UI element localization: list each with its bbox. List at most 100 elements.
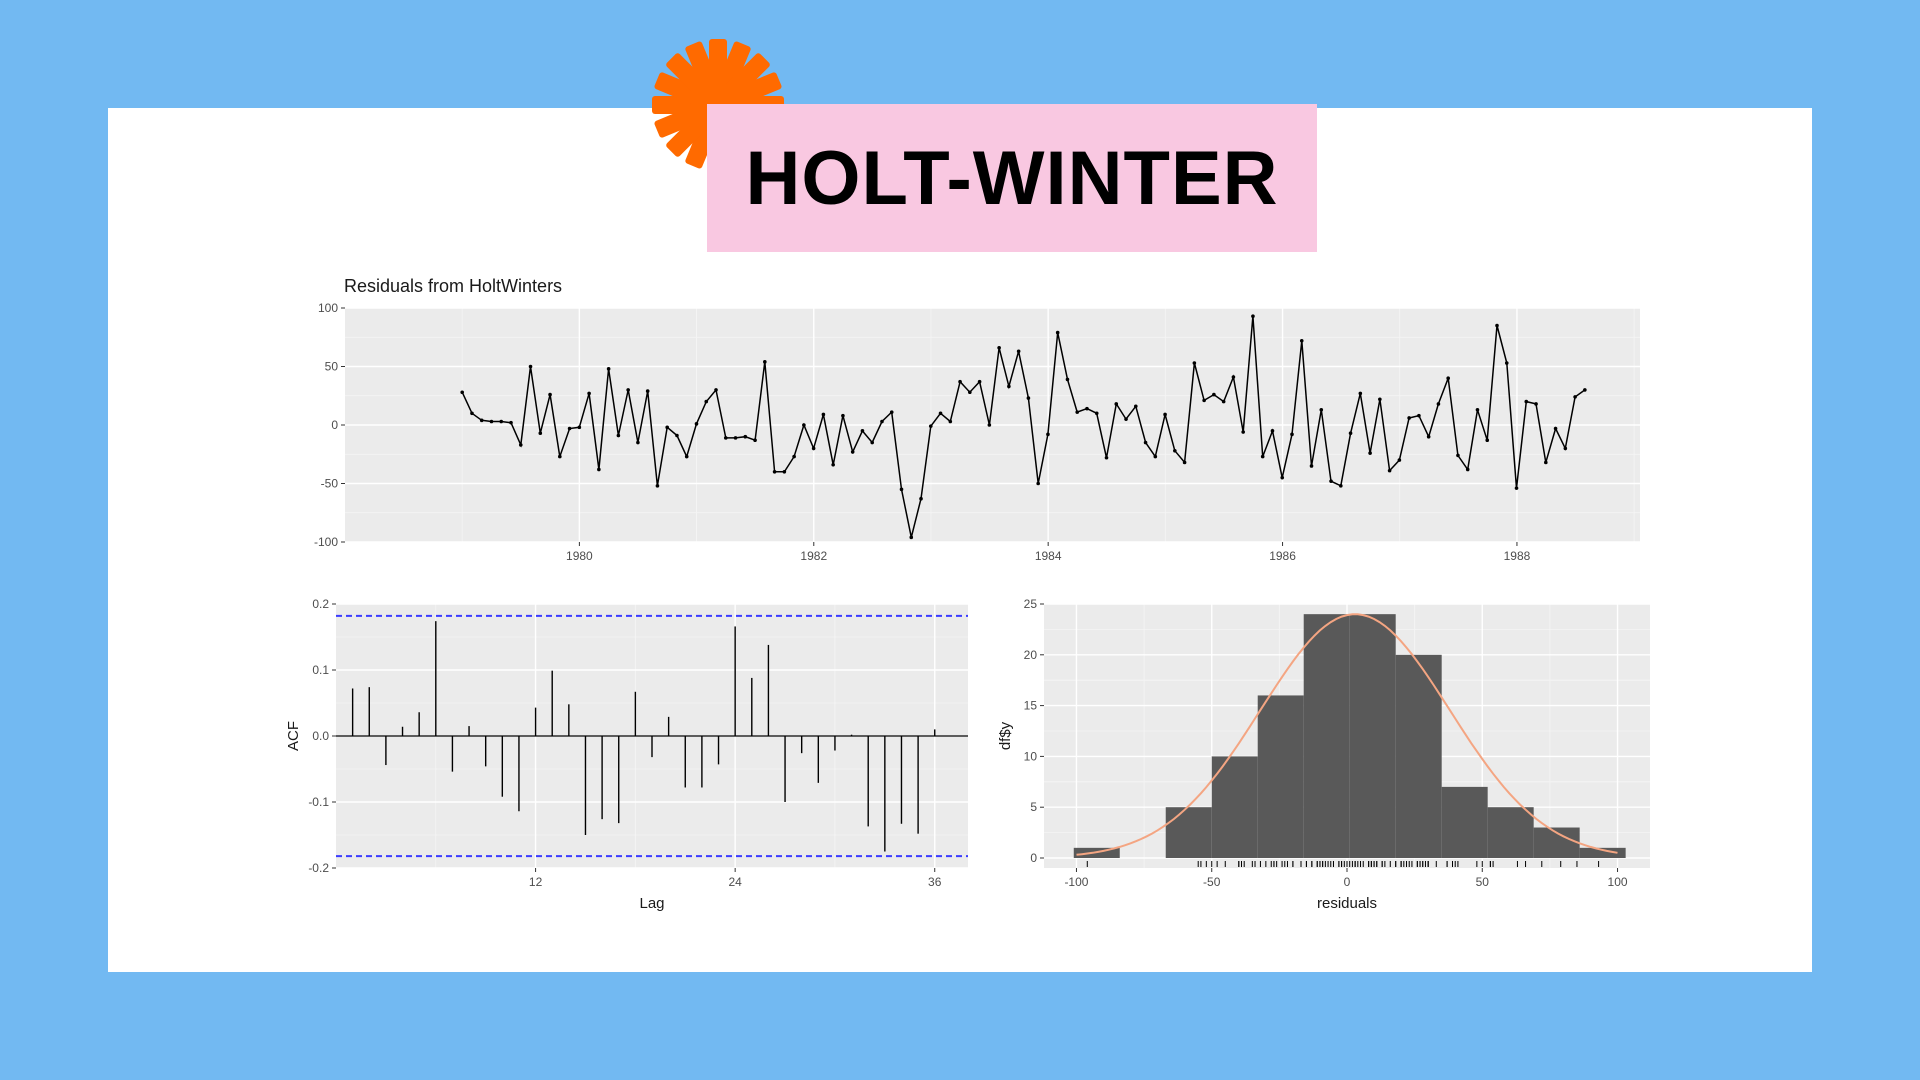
histogram-bar — [1487, 807, 1534, 858]
histogram-bar — [1211, 756, 1258, 858]
residual-point — [1055, 330, 1060, 335]
acf-x-axis-label: Lag — [639, 895, 664, 912]
residual-point — [489, 419, 494, 424]
residual-point — [1143, 440, 1148, 445]
residual-point — [538, 431, 543, 435]
residual-point — [1251, 314, 1255, 318]
residual-point — [1553, 426, 1558, 431]
residual-point — [1133, 404, 1138, 409]
residual-point — [1124, 417, 1128, 421]
residual-point — [899, 487, 904, 492]
y-tick-label: 0.1 — [312, 663, 329, 677]
residual-point — [850, 450, 855, 454]
residual-point — [1270, 429, 1275, 433]
residual-point — [1016, 349, 1021, 354]
residual-point — [1426, 434, 1431, 439]
histogram-bar — [1441, 786, 1488, 858]
residual-point — [1192, 361, 1197, 365]
residual-point — [1114, 402, 1119, 406]
residual-point — [977, 379, 982, 384]
residual-point — [1446, 376, 1450, 380]
x-tick-label: 12 — [529, 875, 543, 889]
residual-point — [626, 388, 630, 392]
residual-point — [1104, 455, 1109, 460]
residual-point — [1280, 475, 1285, 480]
residual-point — [860, 429, 865, 433]
y-tick-label: 0 — [1030, 851, 1037, 865]
y-tick-label: 0.0 — [312, 729, 329, 743]
x-tick-label: 1980 — [566, 549, 593, 563]
residual-point — [1348, 431, 1353, 435]
y-tick-label: -0.1 — [308, 795, 329, 809]
residual-point — [1299, 338, 1304, 343]
residual-point — [1163, 412, 1167, 417]
residual-point — [1544, 460, 1548, 465]
y-tick-label: -50 — [321, 477, 339, 491]
residual-point — [1026, 396, 1031, 400]
residual-point — [1231, 375, 1236, 379]
residual-point — [753, 438, 757, 443]
residual-point — [870, 440, 875, 445]
residual-point — [831, 462, 835, 467]
residual-point — [880, 419, 884, 424]
residuals-series-line — [461, 316, 1586, 538]
residual-point — [1417, 413, 1421, 418]
residual-point — [1221, 399, 1226, 404]
residual-point — [841, 413, 845, 418]
y-tick-label: 0 — [331, 418, 338, 432]
residual-point — [763, 360, 767, 364]
residual-point — [1075, 410, 1080, 414]
residual-point — [1202, 398, 1206, 403]
x-tick-label: 1988 — [1504, 549, 1531, 563]
residual-point — [1309, 464, 1314, 468]
residual-point — [1485, 438, 1490, 443]
residual-point — [968, 390, 972, 395]
x-tick-label: -100 — [1064, 875, 1088, 889]
residual-point — [1319, 407, 1324, 412]
residual-point — [743, 434, 748, 439]
x-tick-label: 1982 — [800, 549, 827, 563]
residual-point — [470, 411, 474, 416]
histogram-y-axis-label: df$y — [997, 721, 1014, 750]
residual-point — [714, 388, 718, 392]
residual-point — [1387, 468, 1392, 473]
residual-point — [928, 424, 933, 428]
y-tick-label: 25 — [1024, 597, 1038, 611]
residual-point — [889, 410, 894, 414]
x-tick-label: 24 — [728, 875, 742, 889]
density-curve — [1076, 613, 1618, 856]
residual-point — [948, 419, 953, 424]
x-tick-label: 100 — [1608, 875, 1628, 889]
y-tick-label: -0.2 — [308, 861, 329, 875]
residual-point — [616, 433, 621, 438]
x-tick-label: 0 — [1344, 875, 1351, 889]
residual-point — [597, 467, 601, 472]
residual-point — [1094, 411, 1099, 416]
residual-point — [567, 426, 572, 431]
residual-point — [1583, 388, 1587, 392]
residual-point — [518, 443, 523, 447]
histogram-x-axis-label: residuals — [1317, 895, 1377, 912]
residual-point — [1534, 402, 1538, 406]
histogram-bar — [1303, 614, 1350, 858]
residual-point — [577, 425, 582, 430]
residual-point — [1524, 399, 1529, 404]
residual-point — [1436, 402, 1441, 406]
residual-point — [1465, 467, 1470, 472]
residual-point — [782, 470, 787, 474]
residual-point — [1329, 479, 1333, 483]
residual-point — [528, 364, 533, 369]
residual-point — [772, 470, 777, 474]
residual-point — [1182, 460, 1187, 465]
residual-point — [684, 454, 689, 459]
residual-point — [1241, 430, 1245, 434]
residual-point — [460, 390, 464, 395]
residual-point — [1397, 458, 1402, 462]
residual-point — [1358, 391, 1363, 396]
x-tick-label: -50 — [1203, 875, 1221, 889]
histogram-bar — [1579, 847, 1626, 858]
residual-point — [665, 425, 670, 430]
residual-point — [1260, 454, 1265, 459]
residual-point — [499, 419, 504, 424]
residual-point — [1495, 323, 1499, 328]
